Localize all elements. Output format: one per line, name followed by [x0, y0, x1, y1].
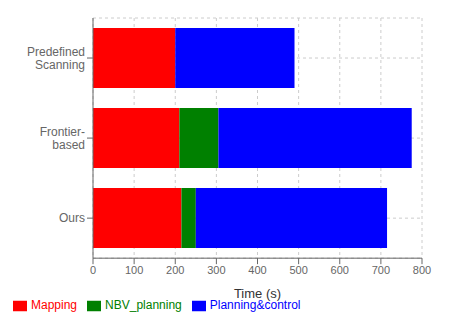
svg-text:400: 400: [248, 264, 266, 276]
svg-text:500: 500: [289, 264, 307, 276]
svg-text:PredefinedScanning: PredefinedScanning: [27, 45, 85, 72]
svg-text:600: 600: [331, 264, 349, 276]
svg-text:Ours: Ours: [59, 211, 85, 225]
html-text:NBV_planning: NBV_planning: [105, 298, 182, 313]
svg-text:300: 300: [207, 264, 225, 276]
html-text:Mapping: Mapping: [31, 298, 77, 313]
svg-text:200: 200: [166, 264, 184, 276]
svg-text:Time (s): Time (s): [234, 286, 281, 301]
svg-text:800: 800: [413, 264, 431, 276]
svg-text:700: 700: [372, 264, 390, 276]
svg-text:Frontier-based: Frontier-based: [40, 125, 85, 152]
svg-text:100: 100: [125, 264, 143, 276]
svg-text:0: 0: [90, 264, 96, 276]
html-text:Planning&control: Planning&control: [209, 298, 301, 313]
